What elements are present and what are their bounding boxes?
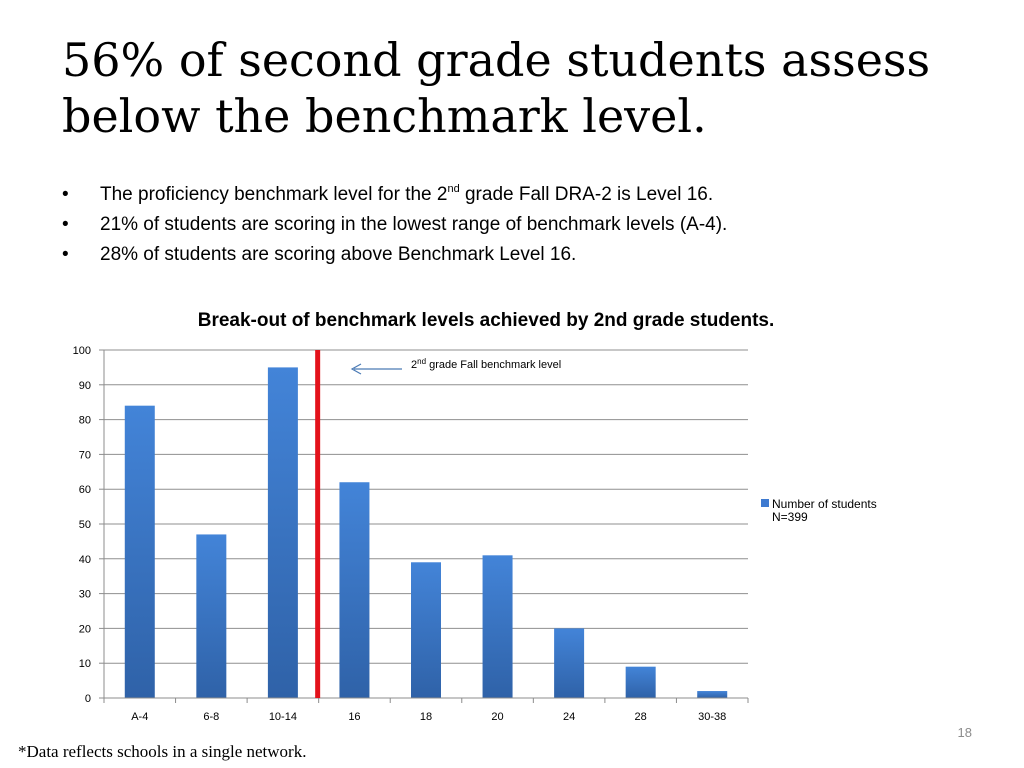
legend-swatch: [761, 499, 769, 507]
legend-label: Number of students: [772, 497, 877, 511]
bar: [124, 405, 155, 698]
x-tick-label: 10-14: [269, 711, 297, 723]
y-tick-label: 70: [79, 449, 91, 461]
bar-chart: Break-out of benchmark levels achieved b…: [73, 310, 877, 723]
bar: [339, 482, 370, 698]
benchmark-marker: 2nd grade Fall benchmark level: [315, 350, 561, 698]
bullet-text: The proficiency benchmark level for the …: [100, 184, 448, 205]
bar: [482, 555, 513, 698]
y-tick-label: 90: [79, 380, 91, 392]
benchmark-annotation: 2nd grade Fall benchmark level: [411, 357, 561, 371]
bullet-item: • The proficiency benchmark level for th…: [58, 180, 978, 210]
bar: [697, 691, 728, 698]
x-tick-label: 6-8: [203, 711, 219, 723]
bullet-item: • 28% of students are scoring above Benc…: [58, 240, 978, 270]
chart-title: Break-out of benchmark levels achieved b…: [198, 310, 775, 331]
bullet-text: 28% of students are scoring above Benchm…: [100, 244, 577, 265]
y-tick-label: 100: [73, 345, 91, 357]
y-tick-label: 10: [79, 658, 91, 670]
x-axis: A-4 6-8 10-14 16 18 20 24 28 30-38: [103, 697, 749, 723]
bullet-superscript: nd: [447, 183, 460, 195]
y-tick-label: 0: [85, 693, 91, 705]
legend-label: N=399: [772, 510, 808, 524]
y-tick-label: 60: [79, 484, 91, 496]
x-tick-label: 16: [348, 711, 360, 723]
y-tick-label: 40: [79, 554, 91, 566]
x-tick-label: A-4: [131, 711, 148, 723]
y-tick-label: 50: [79, 519, 91, 531]
y-axis: 0 10 20 30 40 50 60 70 80 90 100: [73, 345, 105, 705]
y-tick-label: 30: [79, 589, 91, 601]
x-tick-label: 24: [563, 711, 575, 723]
y-tick-label: 80: [79, 415, 91, 427]
x-tick-label: 18: [420, 711, 432, 723]
y-tick-label: 20: [79, 623, 91, 635]
bar-series: [124, 367, 728, 698]
bullet-text: 21% of students are scoring in the lowes…: [100, 214, 728, 235]
annotation-arrowhead: [350, 363, 362, 375]
bullet-item: • 21% of students are scoring in the low…: [58, 210, 978, 240]
bar: [554, 628, 585, 698]
bar: [196, 534, 227, 698]
bar: [625, 666, 656, 698]
x-tick-label: 20: [491, 711, 503, 723]
slide-title: 56% of second grade students assess belo…: [62, 33, 931, 144]
x-tick-label: 28: [635, 711, 647, 723]
bullet-text-end: grade Fall DRA-2 is Level 16.: [459, 184, 714, 205]
bullet-list: • The proficiency benchmark level for th…: [58, 180, 978, 270]
bullet-dot: •: [62, 184, 69, 205]
footnote: *Data reflects schools in a single netwo…: [18, 742, 307, 761]
bar: [267, 367, 298, 698]
bullet-dot: •: [62, 244, 69, 265]
slide-number: 18: [957, 725, 972, 740]
bullet-dot: •: [62, 214, 69, 235]
x-tick-label: 30-38: [698, 711, 726, 723]
bar: [411, 562, 441, 698]
